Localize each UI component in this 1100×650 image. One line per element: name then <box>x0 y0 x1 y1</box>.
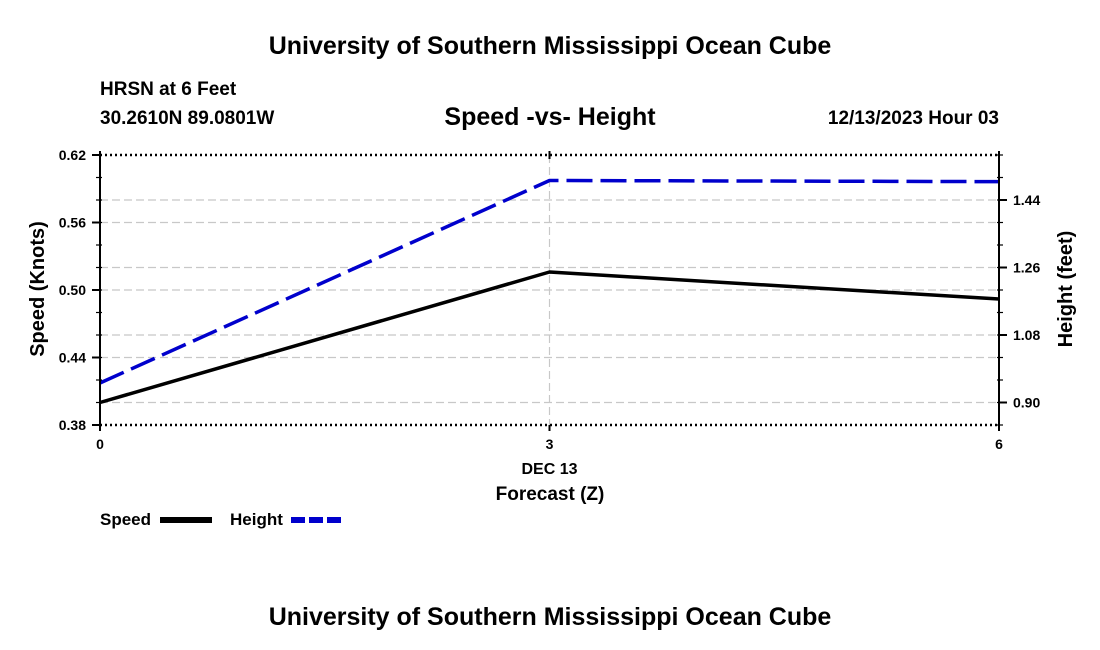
page-title-bottom: University of Southern Mississippi Ocean… <box>269 603 832 631</box>
y-right-tick-label-1: 1.08 <box>1013 327 1040 343</box>
station-name: HRSN at 6 Feet <box>100 79 237 100</box>
series-lines <box>99 178 1000 405</box>
forecast-datetime: 12/13/2023 Hour 03 <box>828 108 999 129</box>
y-left-tick-label-1: 0.44 <box>59 350 86 366</box>
x-axis-label: Forecast (Z) <box>496 484 605 505</box>
y-left-tick-label-3: 0.56 <box>59 215 86 231</box>
y-left-tick-label-4: 0.62 <box>59 147 86 163</box>
y-right-tick-label-2: 1.26 <box>1013 260 1040 276</box>
y-right-tick-label-3: 1.44 <box>1013 192 1040 208</box>
legend-label-height: Height <box>230 510 283 529</box>
y-left-tick-label-0: 0.38 <box>59 417 86 433</box>
axes: 0.38 0.44 0.50 0.56 0.62 0.90 1.08 1.26 1.44 0 3 DE… <box>59 147 1041 478</box>
x-tick-sublabel-1: DEC 13 <box>521 461 577 478</box>
plot-title: Speed -vs- Height <box>444 103 656 131</box>
series-height-line <box>99 178 1000 385</box>
series-speed-line <box>99 270 1000 405</box>
y-axis-left-label: Speed (Knots) <box>27 221 49 357</box>
station-coords: 30.2610N 89.0801W <box>100 108 274 129</box>
x-tick-label-0: 0 <box>96 436 104 452</box>
x-tick-label-1: 3 <box>546 436 554 452</box>
legend-label-speed: Speed <box>100 510 151 529</box>
x-tick-label-2: 6 <box>995 436 1003 452</box>
y-left-tick-label-2: 0.50 <box>59 282 86 298</box>
grid-lines <box>100 155 999 425</box>
legend: Speed Height <box>100 510 343 529</box>
y-axis-right-label: Height (feet) <box>1055 231 1077 348</box>
page-title-top: University of Southern Mississippi Ocean… <box>269 32 832 60</box>
y-right-tick-label-0: 0.90 <box>1013 395 1040 411</box>
